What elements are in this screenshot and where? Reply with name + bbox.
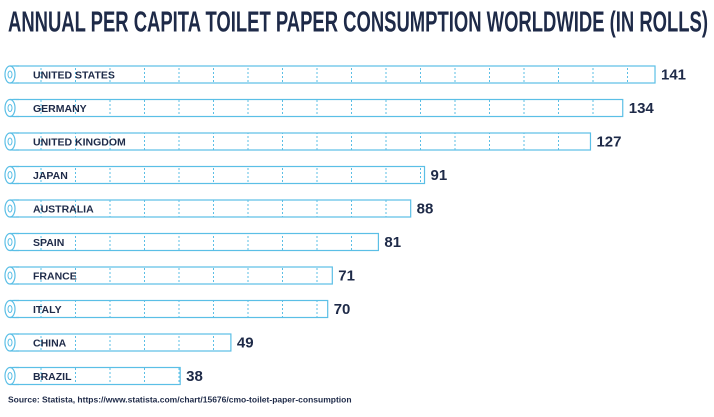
value-label: 127 [596, 133, 621, 150]
roll-hole [7, 104, 13, 112]
roll-hole [7, 171, 13, 179]
category-label: JAPAN [33, 170, 68, 182]
value-label: 71 [338, 267, 355, 284]
value-label: 70 [334, 301, 351, 318]
value-label: 38 [186, 368, 203, 385]
roll-hole [7, 338, 13, 347]
category-label: GERMANY [33, 103, 87, 115]
category-label: UNITED KINGDOM [33, 136, 126, 148]
value-label: 141 [661, 66, 686, 83]
bar [13, 98, 624, 118]
value-label: 88 [417, 200, 434, 217]
roll-hole [7, 70, 13, 79]
category-label: ITALY [33, 304, 62, 316]
roll-hole [7, 271, 13, 280]
category-label: UNITED STATES [33, 69, 115, 81]
category-label: FRANCE [33, 270, 77, 282]
category-label: CHINA [33, 337, 67, 349]
value-label: 81 [384, 234, 401, 251]
roll-hole [7, 305, 13, 313]
category-label: SPAIN [33, 237, 64, 249]
roll-hole [7, 372, 13, 380]
roll-hole [7, 204, 13, 213]
category-label: BRAZIL [33, 371, 72, 383]
source: Source: Statista, https://www.statista.c… [8, 394, 352, 404]
category-label: AUSTRALIA [33, 203, 94, 215]
bar [13, 165, 426, 185]
value-label: 49 [237, 334, 254, 351]
bar [13, 232, 380, 252]
roll-hole [7, 238, 13, 246]
chart-title: ANNUAL PER CAPITA TOILET PAPER CONSUMPTI… [8, 7, 708, 39]
roll-hole [7, 137, 13, 146]
value-label: 91 [431, 167, 448, 184]
value-label: 134 [629, 100, 655, 117]
